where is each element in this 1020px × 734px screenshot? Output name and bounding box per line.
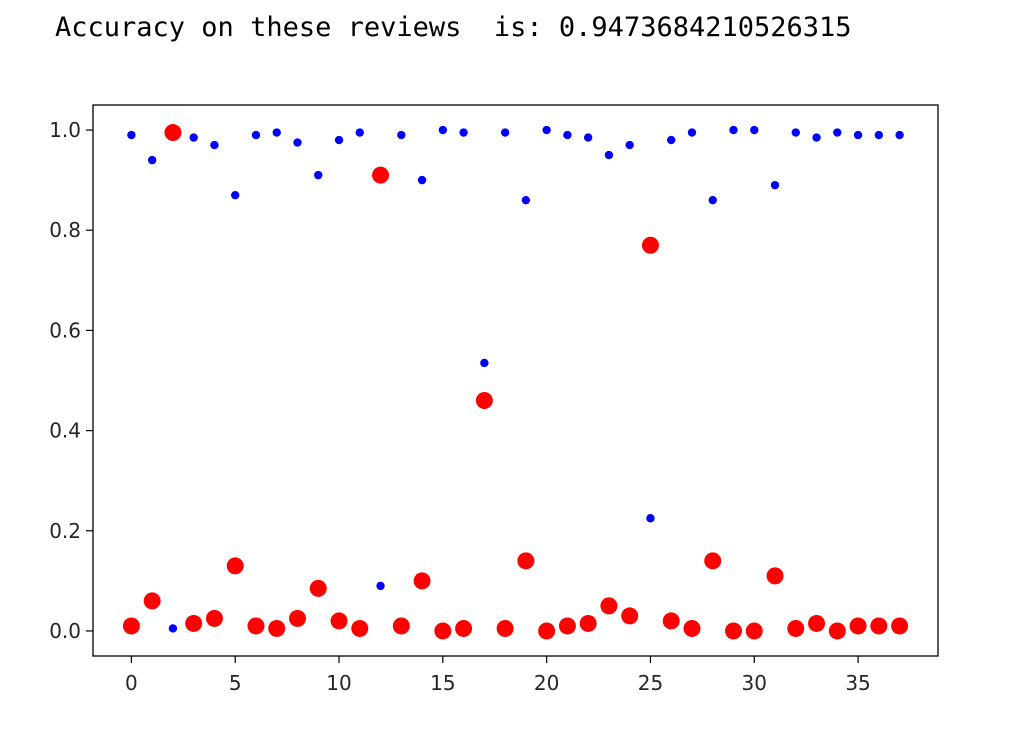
data-point	[355, 128, 364, 137]
data-point	[226, 557, 244, 575]
x-axis: 0 5 10 15 20 25 30 35	[125, 656, 871, 695]
data-point	[704, 552, 722, 570]
data-point	[231, 190, 240, 200]
data-point	[122, 617, 140, 635]
data-point	[646, 514, 655, 523]
data-point	[708, 195, 717, 205]
data-point	[268, 619, 286, 637]
data-point	[147, 155, 157, 165]
data-point	[210, 140, 219, 150]
data-point	[392, 617, 410, 635]
data-point	[787, 619, 805, 637]
data-point	[334, 135, 344, 145]
data-point	[189, 133, 198, 142]
data-point	[853, 130, 863, 140]
data-point	[770, 180, 780, 190]
series-2	[122, 124, 909, 640]
data-point	[683, 619, 701, 637]
y-tick-label: 0.4	[49, 419, 81, 443]
data-point	[558, 617, 576, 635]
data-point	[351, 619, 369, 637]
data-point	[164, 124, 182, 142]
x-tick-label: 10	[326, 671, 351, 695]
x-tick-label: 20	[534, 671, 559, 695]
data-point	[455, 619, 473, 637]
data-point	[687, 128, 697, 137]
data-point	[205, 609, 223, 627]
y-tick-label: 0.8	[49, 218, 81, 242]
data-point	[293, 138, 302, 147]
data-point	[891, 617, 909, 635]
data-point	[874, 130, 884, 140]
data-point	[372, 166, 390, 184]
data-point	[417, 175, 427, 185]
x-tick-label: 5	[229, 671, 242, 695]
x-tick-label: 0	[125, 671, 138, 695]
data-point	[724, 622, 742, 640]
data-point	[475, 392, 493, 410]
data-point	[563, 130, 572, 140]
data-point	[849, 617, 867, 635]
x-tick-label: 35	[845, 671, 870, 695]
data-point	[828, 622, 846, 640]
data-point	[272, 128, 281, 137]
data-point	[729, 125, 738, 135]
data-point	[583, 133, 593, 142]
data-point	[376, 581, 385, 591]
data-point	[791, 128, 800, 137]
y-tick-label: 0.2	[49, 519, 81, 543]
data-point	[870, 617, 888, 635]
data-point	[330, 612, 348, 630]
data-point	[251, 130, 261, 140]
data-point	[538, 622, 556, 640]
data-point	[397, 130, 406, 140]
output-text: Accuracy on these reviews is: 0.94736842…	[55, 12, 852, 43]
data-point	[604, 150, 614, 160]
data-point	[496, 619, 514, 637]
data-point	[314, 170, 323, 180]
data-point	[750, 125, 759, 135]
y-axis: 0.0 0.2 0.4 0.6 0.8 1.0	[49, 118, 93, 643]
series-layer	[122, 124, 909, 640]
data-point	[833, 128, 842, 137]
plot-frame	[92, 104, 939, 657]
y-tick-label: 0.0	[49, 619, 81, 643]
data-point	[434, 622, 452, 640]
data-point	[667, 135, 676, 145]
data-point	[459, 128, 468, 137]
data-point	[127, 130, 136, 140]
data-point	[579, 614, 597, 632]
data-point	[500, 128, 510, 137]
data-point	[745, 622, 763, 640]
data-point	[895, 130, 904, 140]
x-tick-label: 30	[742, 671, 767, 695]
data-point	[542, 125, 551, 135]
data-point	[812, 133, 821, 142]
data-point	[641, 236, 659, 254]
series-1	[127, 125, 904, 633]
data-point	[625, 140, 634, 150]
data-point	[521, 195, 531, 205]
y-tick-label: 1.0	[49, 118, 81, 142]
y-tick-label: 0.6	[49, 318, 81, 342]
data-point	[413, 572, 431, 590]
data-point	[662, 612, 680, 630]
data-point	[247, 617, 265, 635]
data-point	[766, 567, 784, 585]
x-tick-label: 15	[430, 671, 455, 695]
x-tick-label: 25	[638, 671, 663, 695]
data-point	[621, 607, 639, 625]
data-point	[289, 609, 307, 627]
data-point	[309, 579, 327, 597]
data-point	[185, 614, 203, 632]
data-point	[168, 624, 178, 633]
data-point	[143, 592, 161, 610]
data-point	[808, 614, 826, 632]
data-point	[438, 125, 448, 135]
data-point	[600, 597, 618, 615]
data-point	[480, 358, 489, 368]
data-point	[517, 552, 535, 570]
